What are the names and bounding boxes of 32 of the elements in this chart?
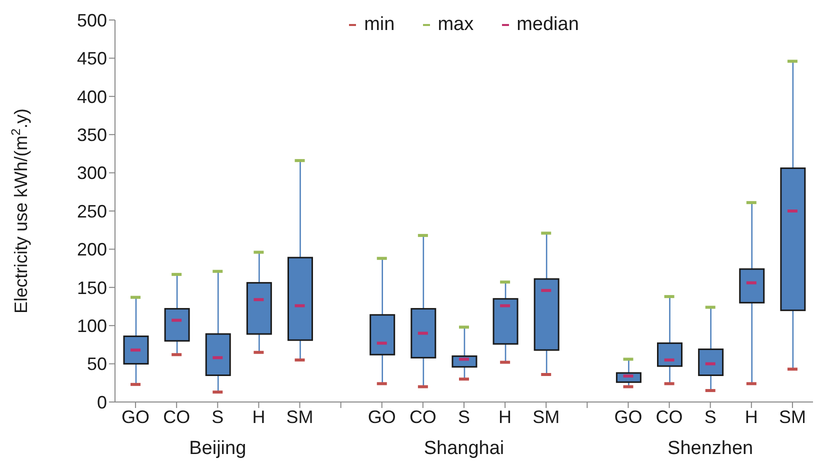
y-tick-label: 350	[76, 124, 107, 145]
y-tick-label: 50	[86, 354, 107, 374]
text: Shenzhen	[666, 438, 754, 460]
x-tick-label: CO	[409, 406, 436, 427]
x-tick-label: H	[252, 406, 266, 427]
x-tick-label: S	[704, 406, 716, 427]
legend-label: median	[516, 14, 579, 36]
text: Shanghai	[422, 438, 506, 460]
x-tick-label: H	[744, 406, 758, 427]
y-tick-label: 200	[76, 240, 107, 260]
legend-label: max	[438, 14, 474, 36]
x-tick-label: H	[498, 406, 512, 427]
y-tick-label: 250	[76, 201, 107, 222]
x-tick-label: CO	[163, 406, 190, 427]
legend-label: min	[364, 14, 395, 36]
x-tick-label: GO	[614, 406, 642, 427]
x-tick-label: GO	[122, 406, 150, 427]
x-tick-label: SM	[286, 406, 314, 427]
y-tick-label: 450	[76, 48, 107, 69]
x-tick-label: SM	[778, 406, 806, 427]
x-tick-label: SM	[532, 406, 560, 427]
y-tick-label: 400	[76, 86, 107, 107]
x-tick-label: GO	[368, 406, 396, 427]
text: Beijing	[188, 438, 248, 460]
y-tick-label: 0	[96, 392, 107, 412]
y-tick-label: 100	[76, 316, 107, 336]
y-tick-label: 150	[76, 278, 107, 298]
x-tick-label: S	[458, 406, 470, 427]
y-tick-label: 300	[76, 163, 107, 184]
y-tick-label: 500	[76, 10, 107, 30]
x-tick-label: CO	[656, 406, 683, 427]
x-tick-label: S	[212, 406, 224, 427]
